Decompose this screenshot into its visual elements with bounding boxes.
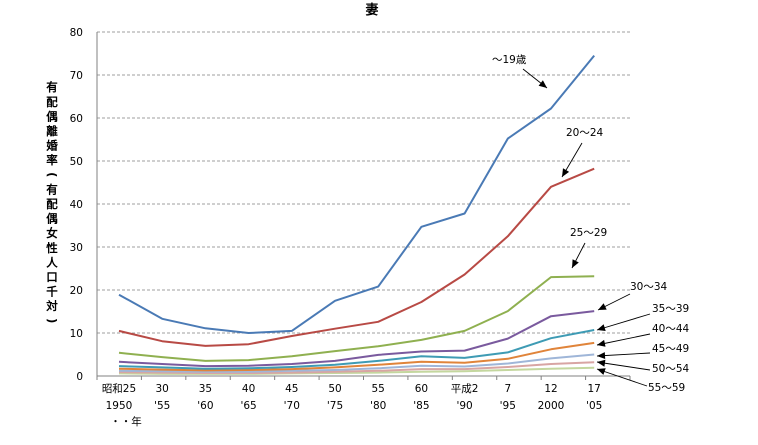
- series-annotations: 〜19歳 20〜24 25〜29 30〜34 35〜39 40〜44 45〜49 50〜54 5…: [492, 54, 690, 394]
- series-line: [118, 167, 595, 347]
- series-label: 40〜44: [652, 323, 690, 335]
- x-tick-label-bottom: '85: [413, 400, 429, 412]
- x-tick-label-bottom: '90: [456, 400, 472, 412]
- series-label: 30〜34: [630, 281, 668, 293]
- x-tick-label-top: 30: [156, 383, 169, 395]
- leader-line: [596, 333, 651, 346]
- y-tick-label: 0: [76, 371, 83, 383]
- series-label: 35〜39: [652, 303, 689, 315]
- x-tick-label-top: 40: [242, 383, 255, 395]
- y-axis-label-char: 千: [46, 285, 58, 299]
- leader-arrowhead: [562, 168, 570, 177]
- x-tick-label-top: 55: [372, 383, 385, 395]
- series-line: [118, 353, 595, 373]
- series-label: 20〜24: [566, 127, 604, 139]
- x-tick-label-bottom: '70: [284, 400, 300, 412]
- y-axis-label-char: 配: [46, 197, 58, 211]
- y-axis-label-char: 口: [46, 270, 58, 284]
- x-tick-label-top: 17: [588, 383, 601, 395]
- y-axis-label-char: 偶: [46, 109, 58, 123]
- y-tick-label: 50: [70, 156, 83, 168]
- axes: [96, 32, 631, 380]
- leader-arrowhead: [538, 80, 547, 88]
- x-tick-label-top: 45: [285, 383, 298, 395]
- x-tick-label-bottom: '05: [586, 400, 602, 412]
- leader-arrowhead: [597, 339, 606, 347]
- x-unit-label: ・・年: [110, 415, 142, 428]
- leader-arrowhead: [597, 368, 606, 375]
- leader-arrowhead: [572, 259, 579, 268]
- leader-line: [596, 368, 648, 387]
- x-tick-label-top: 12: [544, 383, 557, 395]
- x-tick-label-bottom: '65: [240, 400, 256, 412]
- series-label: 25〜29: [570, 227, 607, 239]
- series-label: 50〜54: [652, 363, 690, 375]
- x-tick-label-top: 60: [415, 383, 428, 395]
- x-tick-label-bottom: 2000: [538, 400, 565, 412]
- x-tick-label-top: 平成2: [451, 383, 479, 395]
- leader-arrowhead: [598, 303, 607, 310]
- series-line: [118, 329, 595, 370]
- y-tick-label: 20: [70, 285, 83, 297]
- x-tick-label-top: 7: [504, 383, 511, 395]
- series-label: 55〜59: [648, 382, 685, 394]
- series-line: [118, 54, 595, 334]
- x-tick-label-top: 昭和25: [102, 383, 136, 395]
- x-tick-label-bottom: '80: [370, 400, 386, 412]
- x-tick-label-bottom: '60: [197, 400, 213, 412]
- leader-arrowhead: [597, 324, 606, 331]
- series-lines: [118, 54, 595, 375]
- y-axis-label-char: 人: [46, 255, 58, 269]
- y-axis-label-char: (: [45, 172, 59, 177]
- x-tick-label-bottom: 1950: [106, 400, 133, 412]
- leader-line: [596, 352, 651, 357]
- leader-arrowhead: [597, 359, 606, 367]
- y-axis-label-char: 率: [46, 153, 58, 167]
- x-tick-label-top: 35: [199, 383, 212, 395]
- x-tick-label-bottom: '55: [154, 400, 170, 412]
- y-axis-label-char: 配: [46, 95, 58, 109]
- y-axis-label-char: 性: [46, 241, 58, 255]
- series-label: 〜19歳: [492, 54, 527, 66]
- y-axis-label-char: ): [45, 318, 59, 323]
- y-axis-label-char: 離: [46, 124, 58, 138]
- y-axis-label-char: 有: [46, 182, 58, 196]
- y-tick-label: 70: [70, 70, 83, 82]
- series-line: [118, 275, 595, 362]
- leader-line: [596, 313, 651, 331]
- series-line: [118, 361, 595, 374]
- y-axis-label-char: 女: [46, 226, 58, 240]
- y-tick-label: 80: [70, 27, 83, 39]
- gridlines: [97, 31, 630, 334]
- chart-title: 妻: [365, 2, 378, 18]
- y-tick-label: 60: [70, 113, 83, 125]
- x-tick-label-bottom: '95: [500, 400, 516, 412]
- leader-line: [596, 361, 651, 371]
- y-axis-label-char: 婚: [46, 139, 58, 153]
- y-axis-label-char: 偶: [46, 212, 58, 226]
- series-label: 45〜49: [652, 343, 689, 355]
- x-tick-label-top: 50: [328, 383, 341, 395]
- y-axis-label-char: 対: [45, 299, 58, 313]
- y-tick-label: 40: [70, 199, 83, 211]
- leader-arrowhead: [597, 352, 606, 359]
- y-tick-label: 30: [70, 242, 83, 254]
- y-tick-label: 10: [70, 328, 83, 340]
- y-axis-label-char: 有: [46, 80, 58, 94]
- y-tick-labels: 0 10 20 30 40 50 60 70 80: [70, 27, 83, 383]
- series-line: [118, 310, 595, 368]
- x-tick-label-bottom: '75: [327, 400, 343, 412]
- series-line: [118, 341, 595, 372]
- x-tick-labels: 昭和25 1950 30 '55 35 '60 40 '65 45 '70 50 '75 55 '80 60…: [102, 383, 603, 428]
